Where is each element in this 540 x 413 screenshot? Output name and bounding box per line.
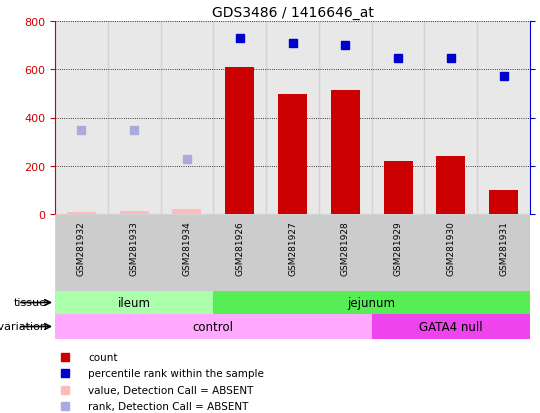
Bar	[160, 214, 213, 291]
Text: genotype/variation: genotype/variation	[0, 322, 47, 332]
Bar	[489, 190, 518, 214]
Text: GSM281926: GSM281926	[235, 221, 244, 275]
Bar	[424, 22, 477, 214]
Text: GSM281927: GSM281927	[288, 221, 297, 275]
Text: rank, Detection Call = ABSENT: rank, Detection Call = ABSENT	[88, 401, 248, 411]
Text: GSM281929: GSM281929	[394, 221, 402, 275]
Bar	[55, 22, 108, 214]
Bar	[108, 22, 160, 214]
Bar	[213, 291, 530, 314]
Bar	[319, 214, 372, 291]
Text: GSM281932: GSM281932	[77, 221, 86, 275]
Text: jejunum: jejunum	[348, 296, 396, 309]
Bar	[120, 211, 148, 214]
Text: control: control	[193, 320, 234, 333]
Bar	[172, 210, 201, 214]
Bar	[213, 22, 266, 214]
Text: GSM281934: GSM281934	[183, 221, 192, 275]
Bar	[477, 22, 530, 214]
Text: tissue: tissue	[14, 298, 47, 308]
Bar	[372, 214, 424, 291]
Text: GSM281933: GSM281933	[130, 221, 139, 275]
Bar	[108, 214, 160, 291]
Bar	[372, 314, 530, 339]
Bar	[436, 156, 465, 214]
Bar	[477, 214, 530, 291]
Bar	[55, 314, 372, 339]
Bar	[160, 22, 213, 214]
Bar	[213, 214, 266, 291]
Bar	[319, 22, 372, 214]
Bar	[424, 214, 477, 291]
Text: percentile rank within the sample: percentile rank within the sample	[88, 368, 264, 378]
Bar	[383, 161, 413, 214]
Text: GSM281931: GSM281931	[499, 221, 508, 275]
Text: value, Detection Call = ABSENT: value, Detection Call = ABSENT	[88, 385, 254, 395]
Bar	[266, 214, 319, 291]
Title: GDS3486 / 1416646_at: GDS3486 / 1416646_at	[212, 5, 374, 19]
Text: GSM281930: GSM281930	[447, 221, 455, 275]
Bar	[67, 213, 96, 214]
Bar	[55, 214, 108, 291]
Text: GATA4 null: GATA4 null	[419, 320, 483, 333]
Text: ileum: ileum	[118, 296, 151, 309]
Text: count: count	[88, 352, 118, 362]
Bar	[372, 22, 424, 214]
Bar	[266, 22, 319, 214]
Bar	[331, 90, 360, 214]
Bar	[225, 68, 254, 214]
Text: GSM281928: GSM281928	[341, 221, 350, 275]
Bar	[278, 95, 307, 214]
Bar	[55, 291, 213, 314]
